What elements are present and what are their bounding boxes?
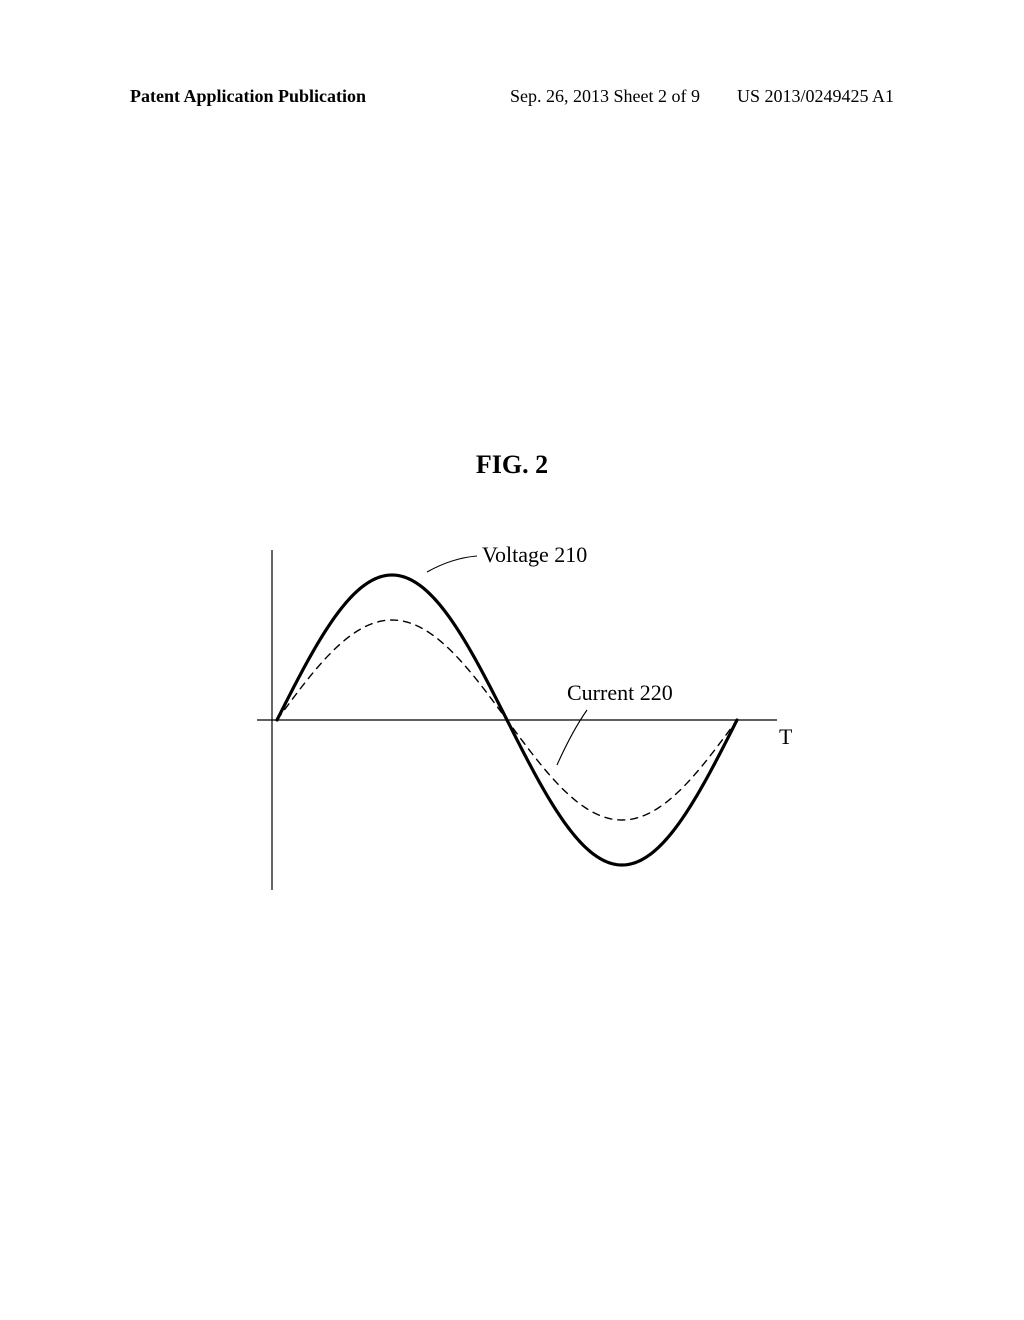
page-header: Patent Application Publication Sep. 26, … bbox=[130, 86, 894, 107]
header-center: Sep. 26, 2013 Sheet 2 of 9 bbox=[510, 86, 700, 107]
voltage-label: Voltage 210 bbox=[482, 542, 587, 567]
header-right: US 2013/0249425 A1 bbox=[737, 86, 894, 107]
figure-title: FIG. 2 bbox=[0, 450, 1024, 480]
x-axis-label: Time bbox=[779, 724, 792, 749]
chart: Voltage 210 Current 220 Time bbox=[232, 540, 792, 900]
header-left: Patent Application Publication bbox=[130, 86, 366, 107]
current-label: Current 220 bbox=[567, 680, 673, 705]
page: Patent Application Publication Sep. 26, … bbox=[0, 0, 1024, 1320]
chart-svg: Voltage 210 Current 220 Time bbox=[232, 540, 792, 900]
